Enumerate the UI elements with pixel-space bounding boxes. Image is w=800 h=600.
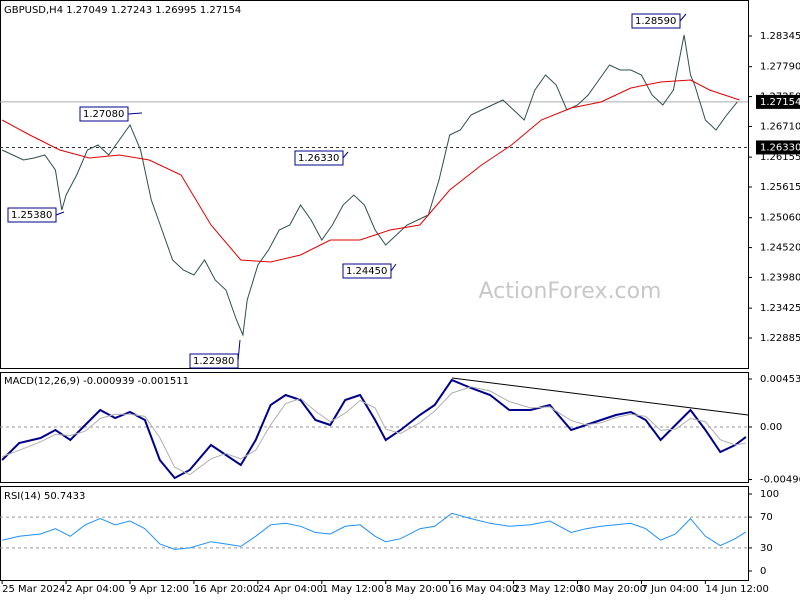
x-tick-label: 16 Apr 20:00 (194, 584, 259, 595)
series-line (1, 34, 738, 337)
annotation: 1.27080 (83, 109, 124, 120)
trend-line (451, 377, 749, 416)
y-tick-label: 30 (760, 543, 773, 554)
y-tick-label: 1.22885 (760, 333, 800, 344)
rsi-title: RSI(14) 50.7433 (4, 491, 85, 502)
y-tick-label: 1.25615 (760, 182, 800, 193)
series-line (1, 386, 746, 476)
x-tick-label: 8 May 20:00 (386, 584, 448, 595)
chart-title: GBPUSD,H4 1.27049 1.27243 1.26995 1.2715… (4, 5, 241, 16)
price-label-box (756, 94, 800, 109)
y-tick-label: 1.23980 (760, 272, 800, 283)
macd-title: MACD(12,26,9) -0.000939 -0.001511 (4, 376, 189, 387)
watermark: ActionForex.com (479, 279, 662, 304)
y-tick-label: -0.00496 (760, 475, 800, 486)
y-tick-label: 0.00 (760, 422, 782, 433)
annotation-connector (55, 211, 65, 216)
annotation-connector (342, 151, 349, 159)
y-tick-label: 1.27790 (760, 62, 800, 73)
annotation-box (7, 207, 57, 223)
y-tick-label: 100 (760, 489, 779, 500)
price-panel (0, 0, 749, 369)
x-tick-label: 16 May 04:00 (450, 584, 519, 595)
annotation-connector (127, 112, 143, 115)
y-tick-label: 1.28345 (760, 31, 800, 42)
y-tick-label: 0 (760, 566, 766, 577)
series-line (1, 512, 747, 550)
price-label: 1.27154 (760, 97, 800, 108)
x-tick-label: 9 Apr 12:00 (130, 584, 189, 595)
price-label: 1.26330 (760, 142, 800, 153)
series-line (1, 79, 740, 263)
annotation-connector (390, 263, 397, 272)
x-tick-label: 23 May 12:00 (514, 584, 583, 595)
y-tick-label: 1.24520 (760, 243, 800, 254)
y-tick-label: 1.25060 (760, 213, 800, 224)
x-tick-label: 24 Apr 04:00 (258, 584, 323, 595)
y-tick-label: 70 (760, 512, 773, 523)
annotation: 1.22980 (193, 356, 234, 367)
annotation-connector (679, 13, 687, 22)
annotation-box (342, 263, 392, 279)
annotation: 1.25380 (11, 210, 52, 221)
annotation: 1.28590 (635, 16, 676, 27)
annotation: 1.24450 (346, 266, 387, 277)
annotation-box (631, 13, 681, 29)
x-tick-label: 7 Jun 04:00 (641, 584, 698, 595)
y-tick-label: 1.26155 (760, 152, 800, 163)
annotation-box (79, 106, 129, 122)
y-tick-label: 1.23425 (760, 303, 800, 314)
y-tick-label: 0.004533 (760, 374, 800, 385)
x-tick-label: 2 Apr 04:00 (66, 584, 125, 595)
annotation-box (294, 150, 344, 166)
x-tick-label: 14 Jun 12:00 (705, 584, 769, 595)
y-tick-label: 1.26710 (760, 121, 800, 132)
x-tick-label: 30 May 20:00 (578, 584, 647, 595)
price-label-box (756, 140, 800, 155)
rsi-panel (0, 486, 749, 581)
x-tick-label: 25 Mar 2024 (2, 584, 65, 595)
series-line (1, 378, 747, 480)
x-tick-label: 1 May 12:00 (322, 584, 384, 595)
annotation-box (189, 353, 239, 369)
annotation: 1.26330 (298, 153, 339, 164)
